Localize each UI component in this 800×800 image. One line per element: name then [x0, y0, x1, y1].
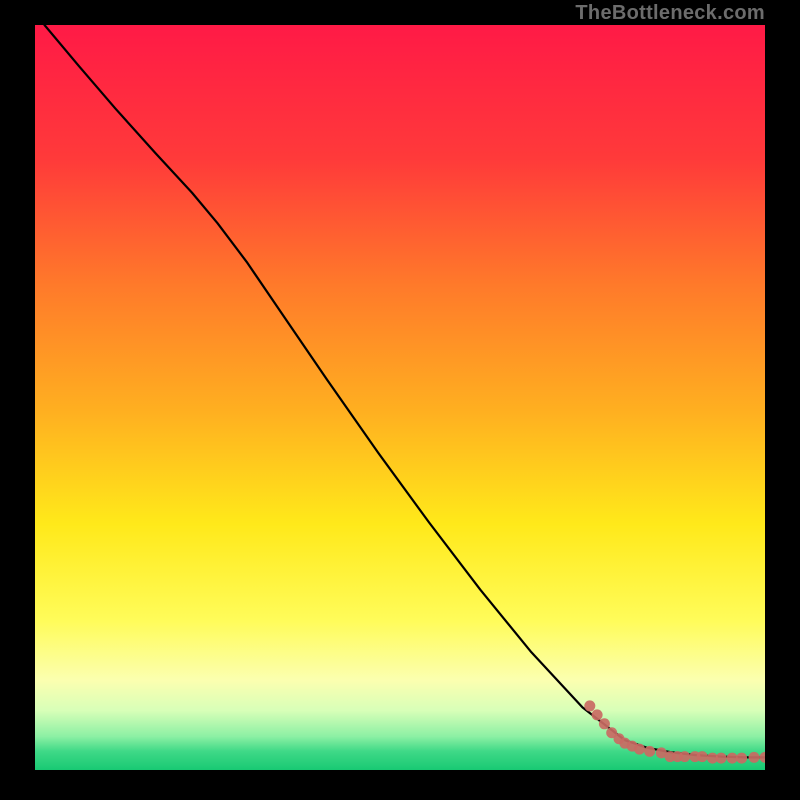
scatter-point	[599, 718, 610, 729]
scatter-point	[592, 709, 603, 720]
chart-container: TheBottleneck.com	[0, 0, 800, 800]
scatter-point	[716, 753, 727, 764]
chart-overlay-svg	[35, 25, 765, 770]
plot-area	[35, 25, 765, 770]
scatter-point	[679, 751, 690, 762]
scatter-point	[727, 753, 738, 764]
scatter-point	[584, 700, 595, 711]
scatter-point	[697, 751, 708, 762]
watermark-text: TheBottleneck.com	[575, 2, 765, 25]
curve-line	[44, 25, 765, 757]
scatter-point	[634, 744, 645, 755]
scatter-point	[749, 752, 760, 763]
scatter-point	[644, 746, 655, 757]
scatter-point	[736, 753, 747, 764]
scatter-point	[760, 752, 766, 763]
